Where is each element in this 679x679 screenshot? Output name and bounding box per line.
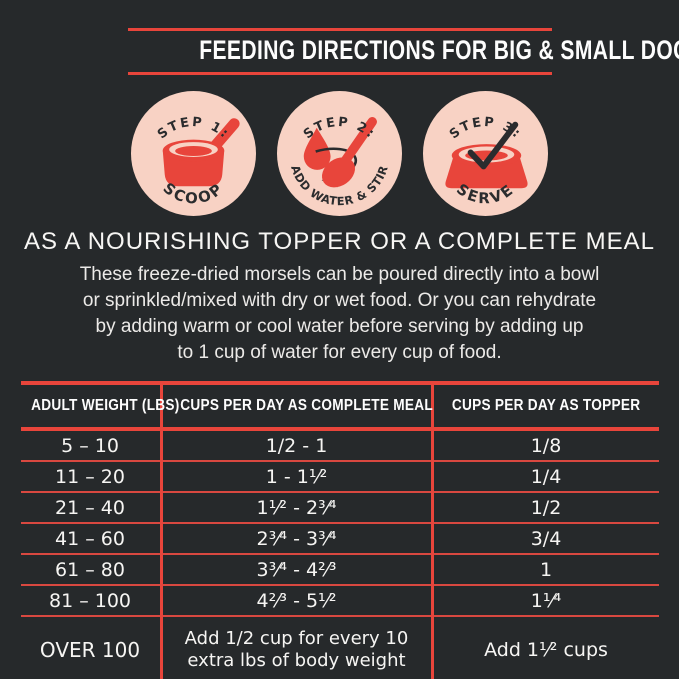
topper-cell: 1 [432,554,659,587]
intro-line: by adding warm or cool water before serv… [95,316,584,338]
step-badge-serve: STEP 3: SERVE [422,91,549,217]
meal-cell: 4²⁄³ - 5¹⁄² [159,585,434,618]
meal-cell: 1¹⁄² - 2³⁄⁴ [159,492,434,525]
weight-cell: 5 – 10 [20,429,161,463]
meal-cell: 1 - 1¹⁄² [159,461,434,494]
meal-cell: Add 1/2 cup for every 10 extra lbs of bo… [159,616,434,679]
topper-cell: 1/8 [432,429,659,463]
intro-section: AS A NOURISHING TOPPER OR A COMPLETE MEA… [0,228,679,366]
table-row: 5 – 10 1/2 - 1 1/8 [20,429,659,463]
intro-line: or sprinkled/mixed with dry or wet food.… [82,290,597,312]
topper-cell: Add 1¹⁄² cups [484,639,608,662]
weight-cell: 61 – 80 [20,554,161,587]
weight-cell: 41 – 60 [20,523,161,556]
column-header-complete-meal: CUPS PER DAY AS COMPLETE MEAL [159,383,434,432]
step-badge-add-water-stir: STEP 2: ADD WATER & STIR [276,91,403,217]
feeding-table-header: ADULT WEIGHT (LBS) CUPS PER DAY AS COMPL… [20,383,659,432]
meal-cell: 3³⁄⁴ - 4²⁄³ [159,554,434,587]
table-row: 41 – 60 2³⁄⁴ - 3³⁄⁴ 3/4 [20,523,659,556]
table-row: 11 – 20 1 - 1¹⁄² 1/4 [20,461,659,494]
topper-cell: 3/4 [432,523,659,556]
step-badge-scoop: STEP 1: SCOOP [130,91,257,217]
table-row: 21 – 40 1¹⁄² - 2³⁄⁴ 1/2 [20,492,659,525]
column-header-topper: CUPS PER DAY AS TOPPER [432,383,659,432]
meal-cell: 1/2 - 1 [159,429,434,463]
weight-cell: OVER 100 [39,638,141,663]
water-drop-and-spoon-icon [303,117,377,188]
title-block: FEEDING DIRECTIONS FOR BIG & SMALL DOGS [127,28,679,76]
weight-cell: 11 – 20 [20,461,161,494]
table-row: 61 – 80 3³⁄⁴ - 4²⁄³ 1 [20,554,659,587]
meal-cell: 2³⁄⁴ - 3³⁄⁴ [159,523,434,556]
page-title: FEEDING DIRECTIONS FOR BIG & SMALL DOGS [198,35,679,65]
topper-cell: 1¹⁄⁴ [432,585,659,618]
table-row: 81 – 100 4²⁄³ - 5¹⁄² 1¹⁄⁴ [20,585,659,618]
table-row-over-100: OVER 100 Add 1/2 cup for every 10 extra … [21,616,659,679]
dog-bowl-check-icon [445,121,528,189]
intro-line: to 1 cup of water for every cup of food. [177,342,502,364]
column-header-weight: ADULT WEIGHT (LBS) [20,383,179,432]
measuring-scoop-icon [162,118,240,187]
intro-heading: AS A NOURISHING TOPPER OR A COMPLETE MEA… [24,228,655,256]
steps-row: STEP 1: SCOOP STEP 2: [0,90,679,217]
feeding-table: ADULT WEIGHT (LBS) CUPS PER DAY AS COMPL… [20,381,659,679]
weight-cell: 81 – 100 [20,585,161,618]
weight-cell: 21 – 40 [20,492,161,525]
topper-cell: 1/2 [432,492,659,525]
topper-cell: 1/4 [432,461,659,494]
intro-line: These freeze-dried morsels can be poured… [79,264,600,286]
